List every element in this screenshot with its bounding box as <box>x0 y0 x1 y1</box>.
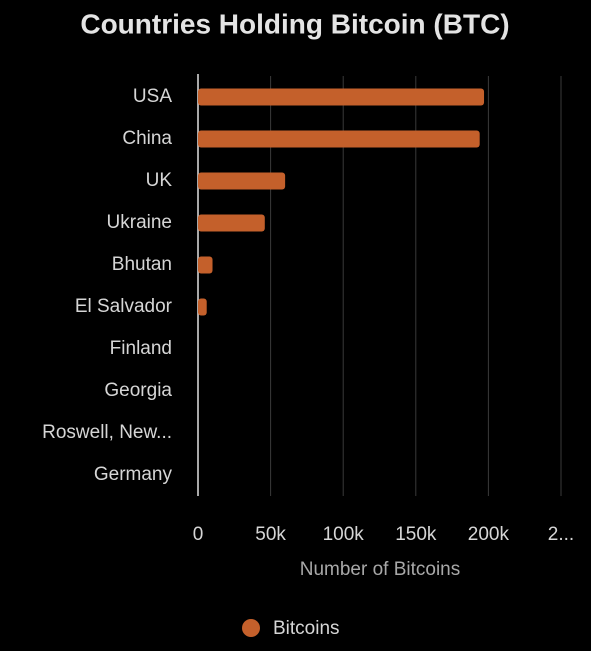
x-axis-title: Number of Bitcoins <box>300 559 461 580</box>
legend-label: Bitcoins <box>273 618 340 639</box>
y-tick-label: China <box>122 128 172 149</box>
y-tick-label: Finland <box>110 338 172 359</box>
chart-title: Countries Holding Bitcoin (BTC) <box>80 8 509 39</box>
bar <box>198 88 485 106</box>
bar <box>198 298 207 316</box>
y-tick-label: Ukraine <box>107 212 172 233</box>
x-tick-label: 50k <box>255 524 286 545</box>
x-tick-label: 2... <box>548 524 574 545</box>
x-tick-label: 200k <box>468 524 510 545</box>
bar <box>198 130 480 148</box>
bar <box>198 256 213 274</box>
y-tick-label: El Salvador <box>75 296 173 317</box>
y-tick-label: USA <box>133 86 172 107</box>
y-tick-label: Georgia <box>104 380 172 401</box>
x-tick-label: 150k <box>395 524 437 545</box>
x-tick-label: 100k <box>323 524 365 545</box>
bar <box>198 172 286 190</box>
y-tick-label: Germany <box>94 464 173 485</box>
x-tick-label: 0 <box>193 524 204 545</box>
y-tick-label: Roswell, New... <box>42 422 172 443</box>
bar <box>198 214 265 232</box>
y-tick-label: UK <box>146 170 173 191</box>
legend-swatch <box>242 619 260 637</box>
y-tick-label: Bhutan <box>112 254 172 275</box>
